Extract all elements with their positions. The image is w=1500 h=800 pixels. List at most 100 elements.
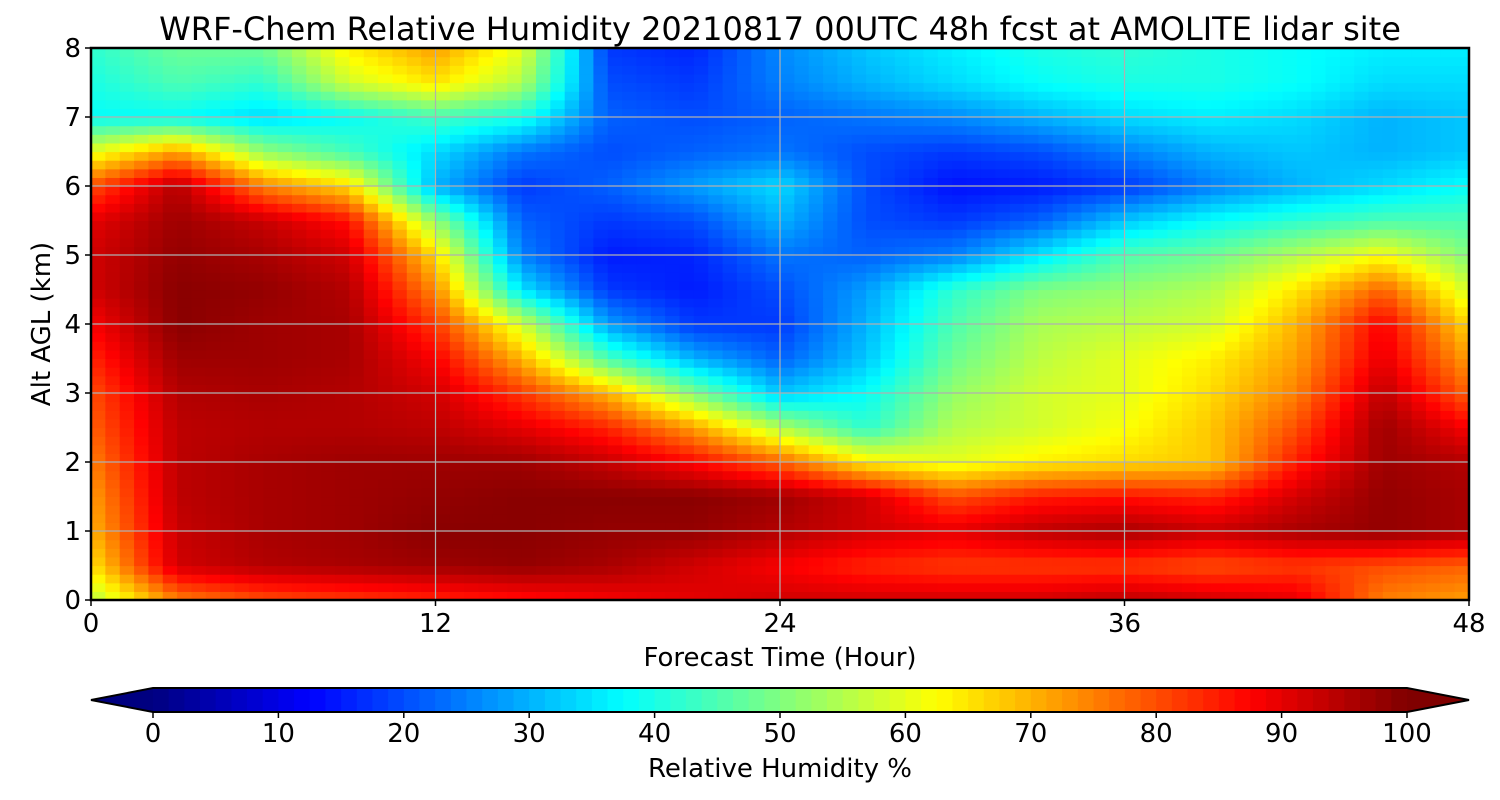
rh-cell	[923, 194, 939, 204]
rh-cell	[679, 177, 695, 187]
rh-cell	[679, 375, 695, 385]
rh-cell	[492, 255, 508, 265]
rh-cell	[1024, 444, 1039, 454]
rh-cell	[1095, 263, 1111, 273]
rh-cell	[851, 246, 867, 256]
rh-cell	[794, 349, 810, 360]
rh-cell	[1253, 582, 1269, 592]
rh-cell	[91, 565, 106, 575]
rh-cell	[1397, 211, 1413, 222]
rh-cell	[162, 315, 178, 325]
rh-cell	[1368, 160, 1384, 170]
rh-cell	[1153, 393, 1169, 403]
rh-cell	[1196, 548, 1212, 558]
rh-cell	[191, 556, 207, 567]
rh-cell	[980, 401, 996, 411]
rh-cell	[162, 255, 178, 265]
rh-cell	[980, 375, 996, 385]
rh-cell	[579, 436, 594, 446]
rh-cell	[1110, 401, 1126, 411]
rh-cell	[1382, 332, 1398, 342]
rh-cell	[435, 315, 451, 325]
rh-cell	[593, 272, 609, 282]
rh-cell	[579, 237, 594, 247]
rh-cell	[665, 324, 681, 334]
rh-cell	[693, 513, 709, 523]
rh-cell	[1368, 263, 1384, 273]
rh-cell	[392, 375, 408, 385]
rh-cell	[1167, 375, 1183, 385]
rh-cell	[421, 272, 437, 282]
rh-cell	[277, 384, 293, 394]
rh-cell	[1095, 229, 1111, 239]
rh-cell	[722, 444, 738, 454]
rh-cell	[191, 229, 207, 239]
rh-cell	[1110, 513, 1126, 523]
rh-cell	[866, 306, 882, 316]
rh-cell	[1138, 237, 1154, 247]
rh-cell	[248, 479, 264, 489]
rh-cell	[1110, 384, 1126, 394]
rh-cell	[794, 358, 810, 368]
rh-cell	[823, 427, 839, 437]
rh-cell	[1454, 479, 1469, 489]
rh-cell	[665, 539, 681, 549]
rh-cell	[1167, 358, 1183, 368]
rh-cell	[1138, 453, 1154, 463]
rh-cell	[1425, 168, 1441, 178]
rh-cell	[1067, 177, 1083, 187]
rh-cell	[205, 548, 221, 558]
rh-cell	[507, 168, 523, 178]
rh-cell	[177, 168, 193, 178]
rh-cell	[1181, 263, 1197, 273]
rh-cell	[435, 531, 451, 541]
rh-cell	[923, 384, 939, 394]
rh-cell	[1239, 177, 1255, 187]
rh-cell	[1052, 582, 1068, 592]
rh-cell	[1138, 332, 1154, 342]
rh-cell	[636, 203, 652, 213]
rh-cell	[363, 160, 379, 170]
rh-cell	[220, 375, 236, 385]
rh-cell	[765, 324, 781, 334]
rh-cell	[1124, 574, 1140, 584]
rh-cell	[105, 427, 121, 437]
rh-cell	[1110, 539, 1126, 549]
rh-cell	[693, 289, 709, 299]
rh-cell	[91, 194, 106, 204]
rh-cell	[449, 324, 465, 334]
rh-cell	[736, 160, 752, 170]
rh-cell	[1354, 160, 1370, 170]
rh-cell	[492, 565, 508, 575]
rh-cell	[1009, 574, 1025, 584]
rh-cell	[765, 436, 781, 446]
rh-cell	[622, 453, 638, 463]
rh-cell	[1268, 531, 1283, 541]
rh-cell	[205, 522, 221, 532]
rh-cell	[205, 462, 221, 472]
rh-cell	[1268, 341, 1283, 351]
rh-cell	[894, 522, 910, 532]
rh-cell	[880, 401, 896, 411]
rh-cell	[1339, 160, 1355, 170]
rh-cell	[1081, 349, 1097, 360]
rh-cell	[1009, 427, 1025, 437]
rh-cell	[464, 324, 480, 334]
rh-cell	[1325, 168, 1341, 178]
rh-cell	[1411, 436, 1427, 446]
rh-cell	[636, 591, 652, 600]
rh-cell	[593, 280, 609, 291]
rh-cell	[1024, 418, 1039, 429]
rh-cell	[1081, 229, 1097, 239]
rh-cell	[1124, 211, 1140, 222]
rh-cell	[205, 574, 221, 584]
rh-cell	[980, 479, 996, 489]
rh-cell	[1368, 306, 1384, 316]
rh-cell	[1397, 582, 1413, 592]
rh-cell	[1224, 151, 1240, 161]
rh-cell	[1268, 220, 1283, 230]
rh-cell	[665, 531, 681, 541]
rh-cell	[1095, 531, 1111, 541]
rh-cell	[406, 289, 422, 299]
rh-cell	[105, 548, 121, 558]
